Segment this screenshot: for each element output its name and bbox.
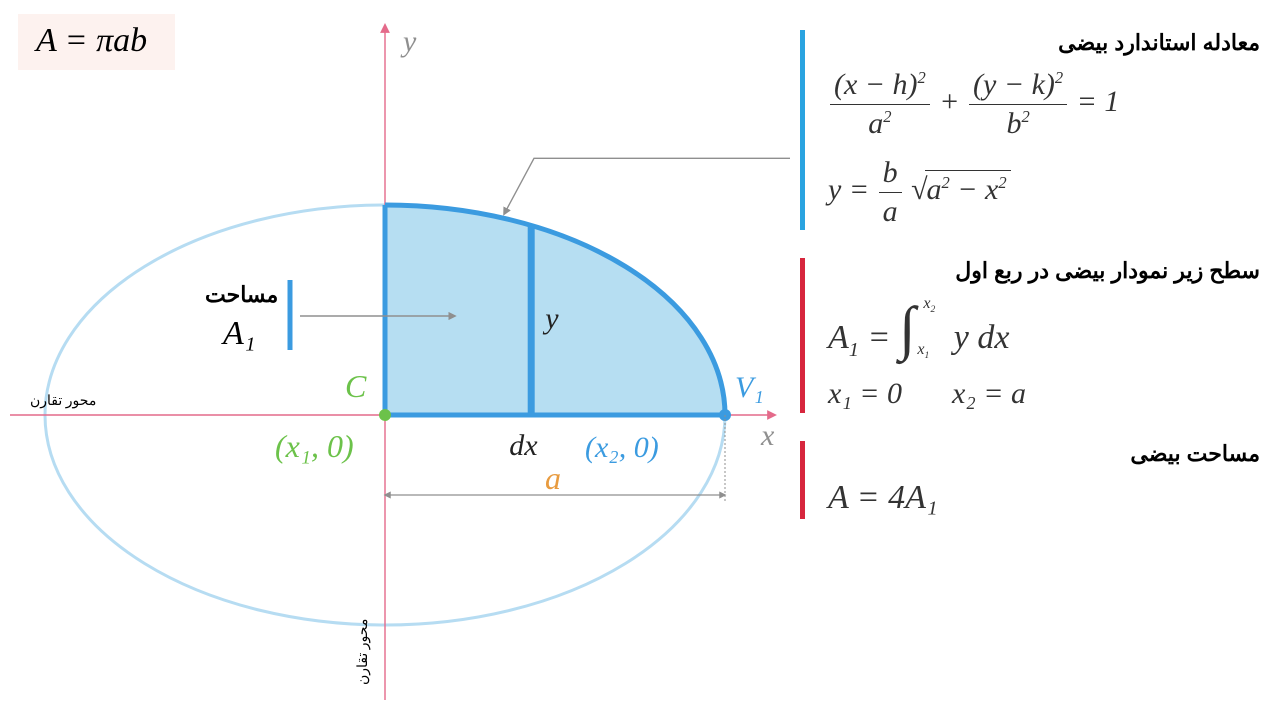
section-title: سطح زیر نمودار بیضی در ربع اول — [828, 258, 1260, 284]
math-line: A1 = ∫x2x1 y dx — [828, 294, 1260, 363]
math-line: y = ba √a2 − x2 — [828, 154, 1260, 230]
math-line: A = 4A₁ — [828, 477, 1260, 520]
equations-column: معادله استاندارد بیضی (x − h)2a2 + (y − k… — [800, 30, 1260, 547]
sym-axis-h-label: محور تقارن — [30, 394, 96, 409]
section-title: معادله استاندارد بیضی — [828, 30, 1260, 56]
center-point — [379, 409, 391, 421]
area-annot-title: مساحت — [205, 282, 278, 307]
section-bar — [800, 441, 805, 520]
x-axis-label: x — [760, 419, 775, 452]
x1-label: (x₁, 0) — [275, 428, 354, 464]
section-bar — [800, 258, 805, 413]
area-annot-symbol: A₁ — [221, 315, 256, 352]
section-bar — [800, 30, 805, 230]
center-label: C — [345, 368, 367, 404]
dx-label: dx — [509, 429, 538, 462]
section-1: سطح زیر نمودار بیضی در ربع اول A1 = ∫x2x1… — [800, 258, 1260, 413]
math-line: x₁ = 0x₂ = a — [828, 375, 1260, 413]
sym-axis-v-label: محور تقارن — [356, 619, 371, 685]
y-strip-label: y — [542, 302, 559, 335]
section-0: معادله استاندارد بیضی (x − h)2a2 + (y − k… — [800, 30, 1260, 230]
leader-to-equation — [504, 158, 790, 214]
ellipse-diagram: y x C V₁ (x₁, 0) (x₂, 0) dx y a محور تقارن محور تق… — [0, 0, 790, 720]
section-title: مساحت بیضی — [828, 441, 1260, 467]
section-2: مساحت بیضی A = 4A₁ — [800, 441, 1260, 520]
math-line: (x − h)2a2 + (y − k)2b2 = 1 — [828, 66, 1260, 142]
y-axis-label: y — [400, 25, 417, 58]
a-label: a — [545, 460, 561, 496]
vertex-label: V₁ — [735, 371, 764, 404]
x2-label: (x₂, 0) — [585, 431, 659, 464]
